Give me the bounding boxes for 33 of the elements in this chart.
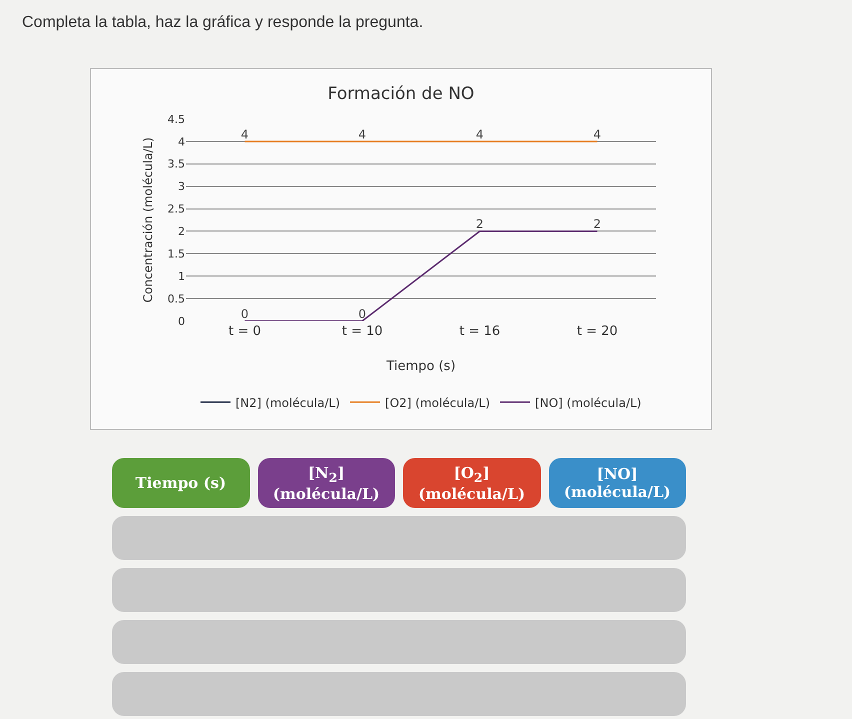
text: Tiempo (s) [135, 474, 226, 492]
data-label: 4 [476, 127, 484, 142]
chart-title: Formación de NO [328, 84, 474, 104]
legend-label: [NO] (molécula/L) [535, 396, 642, 410]
x-tick-label: t = 0 [228, 324, 262, 339]
y-axis-title: Concentración (molécula/L) [141, 137, 155, 303]
y-tick-label: 3.5 [168, 158, 185, 171]
legend-label: [N2] (molécula/L) [236, 396, 340, 410]
y-tick-label: 1 [178, 270, 185, 283]
y-tick-label: 0.5 [168, 292, 185, 306]
x-tick-label: t = 16 [459, 324, 500, 339]
y-tick-label: 2.5 [168, 202, 185, 216]
legend-label: [O2] (molécula/L) [385, 396, 490, 410]
x-tick-label: t = 20 [576, 324, 618, 339]
data-label: 0 [358, 307, 366, 321]
y-tick-label: 3 [178, 180, 185, 194]
y-tick-label: 2 [178, 225, 185, 238]
text: [N$_{2}$] (molécula/L) [272, 464, 381, 502]
text: Completa la tabla, haz la gráfica y responde la pregunta. [22, 14, 424, 32]
x-axis-title: Tiempo (s) [385, 359, 456, 374]
data-label: 4 [593, 127, 602, 142]
data-label: 4 [240, 127, 249, 142]
data-label: 2 [476, 217, 484, 232]
y-tick-label: 0 [178, 314, 185, 328]
y-tick-label: 4.5 [168, 112, 185, 126]
y-tick-label: 1.5 [168, 248, 185, 261]
text: [NO] (molécula/L) [562, 465, 672, 501]
data-label: 2 [593, 217, 602, 232]
data-label: 0 [240, 307, 249, 321]
x-tick-label: t = 10 [342, 324, 383, 339]
data-label: 4 [358, 127, 366, 142]
y-tick-label: 4 [178, 135, 185, 148]
text: [O$_{2}$] (molécula/L) [417, 464, 526, 502]
